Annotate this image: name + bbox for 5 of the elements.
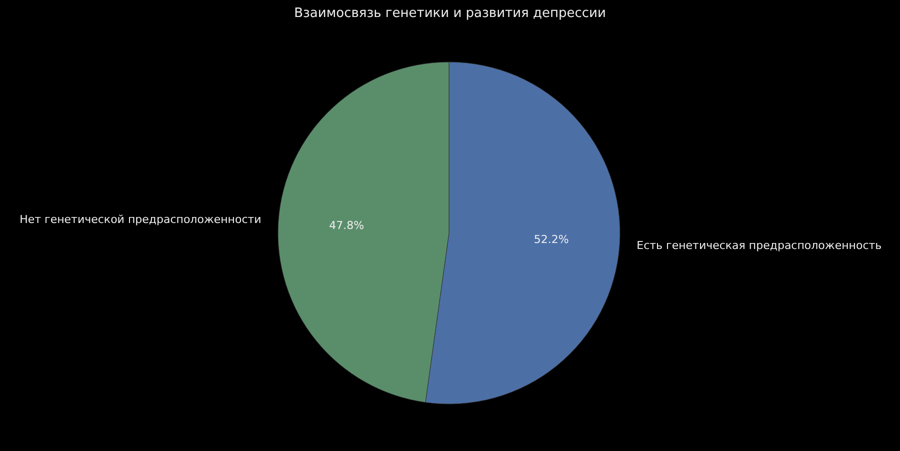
- data-label: 47.8%: [329, 218, 364, 232]
- data-label: 52.2%: [534, 233, 569, 246]
- slice-label: Есть генетическая предрасположенность: [636, 238, 882, 252]
- slice-label: Нет генетической предрасположенности: [20, 213, 262, 226]
- chart-title: Взаимосвязь генетики и развития депрессии: [294, 6, 606, 21]
